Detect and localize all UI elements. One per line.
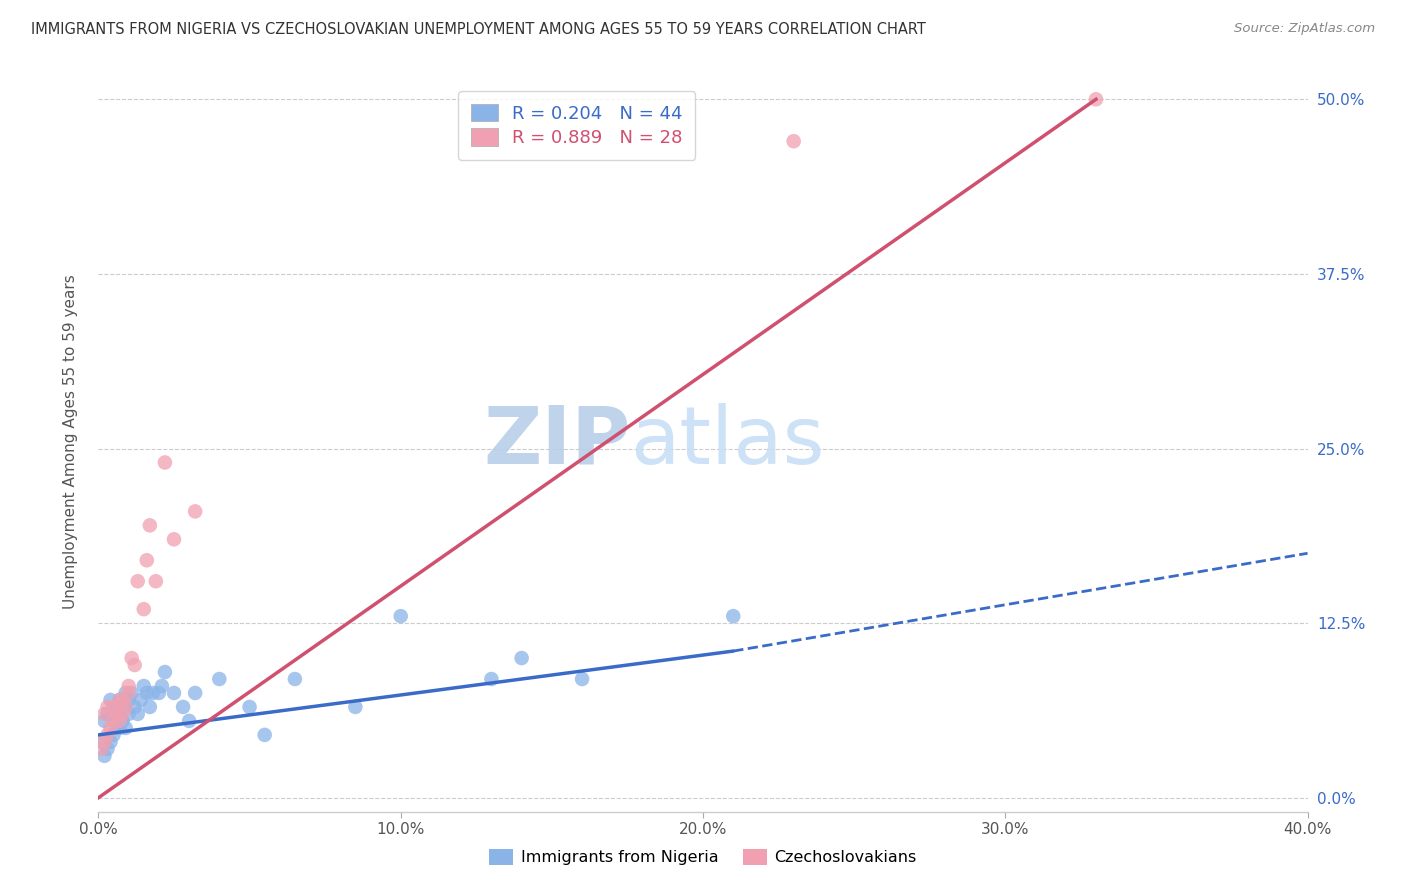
Point [108, 721, 131, 735]
Point [208, 672, 231, 686]
Point [114, 686, 136, 700]
Point [100, 693, 122, 707]
Point [90, 742, 112, 756]
Point [103, 706, 125, 721]
Point [105, 700, 128, 714]
Text: ZIP: ZIP [484, 402, 630, 481]
Point [150, 679, 173, 693]
Point [132, 679, 155, 693]
Point [105, 706, 128, 721]
Point [344, 700, 367, 714]
Point [723, 609, 745, 624]
Point [118, 706, 141, 721]
Point [100, 735, 122, 749]
Point [114, 700, 136, 714]
Point [139, 518, 162, 533]
Point [139, 700, 162, 714]
Point [90, 735, 112, 749]
Point [124, 700, 146, 714]
Point [96, 742, 118, 756]
Point [108, 714, 131, 728]
Point [783, 134, 806, 148]
Point [184, 504, 207, 518]
Point [121, 651, 143, 665]
Point [124, 658, 146, 673]
Point [145, 574, 167, 589]
Point [111, 706, 134, 721]
Point [118, 693, 141, 707]
Point [571, 672, 593, 686]
Point [96, 706, 118, 721]
Point [132, 602, 155, 616]
Point [103, 714, 125, 728]
Point [253, 728, 276, 742]
Point [148, 686, 170, 700]
Point [111, 693, 134, 707]
Point [163, 533, 186, 547]
Text: atlas: atlas [630, 402, 825, 481]
Point [153, 455, 176, 469]
Point [111, 714, 134, 728]
Point [172, 700, 194, 714]
Point [103, 728, 125, 742]
Point [105, 721, 128, 735]
Point [163, 686, 186, 700]
Point [121, 686, 143, 700]
Point [135, 686, 157, 700]
Point [118, 679, 141, 693]
Point [93, 706, 115, 721]
Text: IMMIGRANTS FROM NIGERIA VS CZECHOSLOVAKIAN UNEMPLOYMENT AMONG AGES 55 TO 59 YEAR: IMMIGRANTS FROM NIGERIA VS CZECHOSLOVAKI… [31, 22, 925, 37]
Point [284, 672, 307, 686]
Point [108, 693, 131, 707]
Point [118, 686, 141, 700]
Point [127, 574, 149, 589]
Point [114, 721, 136, 735]
Point [129, 693, 152, 707]
Legend: Immigrants from Nigeria, Czechoslovakians: Immigrants from Nigeria, Czechoslovakian… [481, 841, 925, 873]
Point [389, 609, 412, 624]
Point [111, 700, 134, 714]
Legend: R = 0.204   N = 44, R = 0.889   N = 28: R = 0.204 N = 44, R = 0.889 N = 28 [458, 92, 696, 160]
Point [184, 686, 207, 700]
Point [93, 735, 115, 749]
Point [96, 728, 118, 742]
Point [481, 672, 503, 686]
Point [135, 553, 157, 567]
Point [1085, 92, 1108, 106]
Point [153, 665, 176, 679]
Point [108, 693, 131, 707]
Point [96, 700, 118, 714]
Point [127, 706, 149, 721]
Point [93, 748, 115, 763]
Point [239, 700, 262, 714]
Point [93, 714, 115, 728]
Point [179, 714, 201, 728]
Point [510, 651, 533, 665]
Point [103, 700, 125, 714]
Y-axis label: Unemployment Among Ages 55 to 59 years: Unemployment Among Ages 55 to 59 years [63, 274, 77, 609]
Point [142, 686, 165, 700]
Point [100, 721, 122, 735]
Text: Source: ZipAtlas.com: Source: ZipAtlas.com [1234, 22, 1375, 36]
